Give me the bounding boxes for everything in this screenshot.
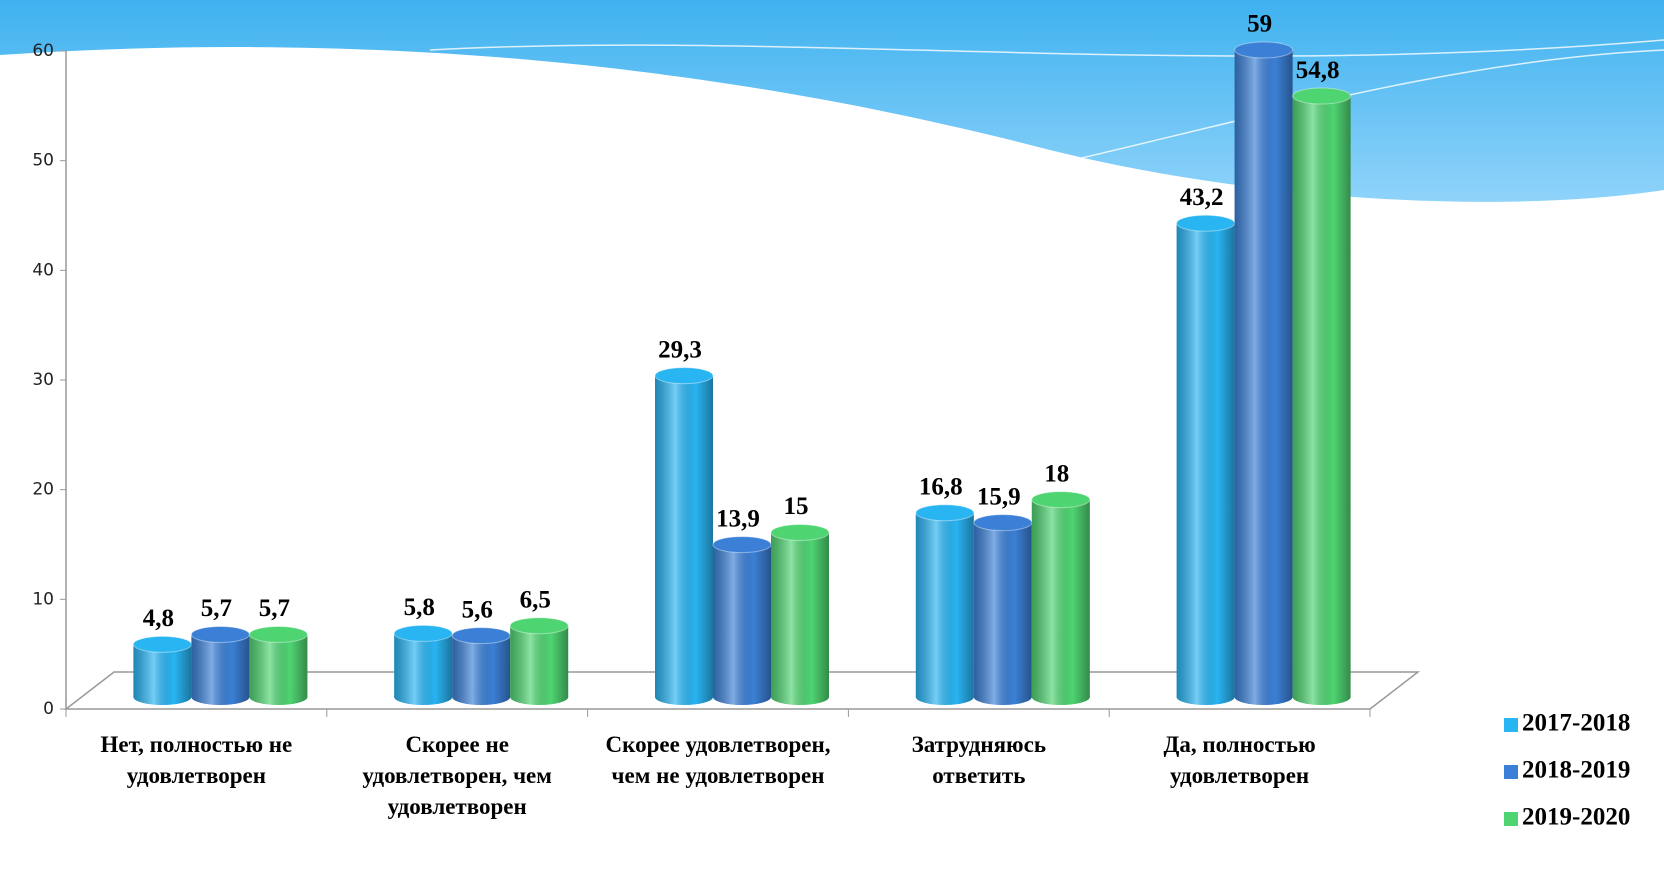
legend-swatch — [1504, 765, 1518, 779]
bar-shade — [191, 634, 250, 697]
value-label: 15 — [784, 493, 809, 520]
value-label: 5,8 — [404, 594, 435, 621]
bar-bottom-shade — [249, 689, 308, 705]
bar-bottom-shade — [915, 689, 974, 705]
bar-shade — [249, 634, 308, 697]
value-label: 43,2 — [1180, 184, 1224, 211]
bar-shade — [655, 375, 713, 697]
value-label: 16,8 — [919, 473, 963, 500]
bar-shade — [973, 522, 1032, 697]
x-tick-label: Да, полностью удовлетворен — [1163, 732, 1316, 788]
x-tick-label: Скорее удовлетворен, чем не удовлетворен — [605, 732, 831, 788]
bar-bottom-shade — [133, 689, 192, 705]
bar-top — [1031, 491, 1091, 509]
bar-top — [654, 367, 714, 385]
value-label: 5,6 — [462, 596, 493, 623]
bar-top — [973, 514, 1033, 532]
x-tick-label: Нет, полностью не удовлетворен — [100, 732, 293, 788]
bar-bottom-shade — [1292, 689, 1351, 705]
y-tick-label: 40 — [32, 260, 54, 280]
value-label: 29,3 — [658, 336, 702, 363]
bar-shade — [713, 544, 771, 697]
background-wave — [0, 0, 1664, 202]
bar-shade — [133, 644, 192, 697]
bar-shade — [771, 532, 829, 697]
value-label: 15,9 — [977, 483, 1021, 510]
value-label: 59 — [1247, 11, 1272, 38]
bar-bottom-shade — [973, 689, 1032, 705]
value-label: 5,7 — [201, 595, 232, 622]
y-tick-label: 20 — [32, 480, 54, 500]
legend-label: 2018-2019 — [1522, 757, 1630, 784]
bar-bottom-shade — [191, 689, 250, 705]
bar-shade — [915, 512, 974, 697]
bar-top — [1234, 41, 1294, 59]
bar-top — [1176, 214, 1236, 232]
bar-bottom-shade — [771, 689, 829, 705]
floor — [63, 671, 1421, 710]
y-tick-label: 10 — [32, 589, 54, 609]
bar-top — [451, 627, 511, 645]
legend-label: 2017-2018 — [1522, 710, 1630, 737]
value-label: 4,8 — [143, 605, 174, 632]
bar-shade — [510, 625, 569, 697]
background-wave — [429, 39, 1664, 57]
bar-bottom-shade — [394, 689, 453, 705]
bar-shade — [1176, 223, 1235, 698]
bar-bottom-shade — [1234, 689, 1293, 705]
legend-swatch — [1504, 812, 1518, 826]
legend-swatch — [1504, 718, 1518, 732]
legend-label: 2019-2020 — [1522, 804, 1630, 831]
bar-shade — [1234, 49, 1293, 697]
x-tick-label: Скорее не удовлетворен, чем удовлетворен — [362, 732, 552, 819]
value-label: 18 — [1044, 460, 1069, 487]
bar-bottom-shade — [655, 689, 713, 705]
bar-top — [393, 624, 453, 642]
bar-shade — [1031, 499, 1090, 697]
value-label: 6,5 — [520, 586, 551, 613]
bar-top — [248, 625, 308, 643]
y-tick-label: 50 — [32, 151, 54, 171]
bar-top — [190, 625, 250, 643]
bar-top — [1292, 87, 1352, 105]
bar-top — [915, 504, 975, 522]
bar-top — [712, 536, 772, 554]
bar-shade — [1292, 96, 1351, 697]
value-label: 54,8 — [1296, 57, 1340, 84]
bar-bottom-shade — [510, 689, 569, 705]
bar-shade — [394, 633, 453, 697]
bar-top — [770, 524, 830, 541]
bar-bottom-shade — [1176, 689, 1235, 705]
bar-shade — [452, 635, 511, 697]
bar-top — [132, 635, 192, 653]
value-label: 13,9 — [716, 505, 760, 532]
bar-bottom-shade — [452, 689, 511, 705]
y-tick-label: 0 — [43, 699, 54, 719]
y-tick-label: 60 — [32, 41, 54, 61]
y-tick-label: 30 — [32, 370, 54, 390]
bar-top — [509, 617, 569, 635]
value-label: 5,7 — [259, 595, 290, 622]
bar-bottom-shade — [713, 689, 771, 705]
bar-bottom-shade — [1031, 689, 1090, 705]
x-tick-label: Затрудняюсь ответить — [911, 732, 1047, 788]
